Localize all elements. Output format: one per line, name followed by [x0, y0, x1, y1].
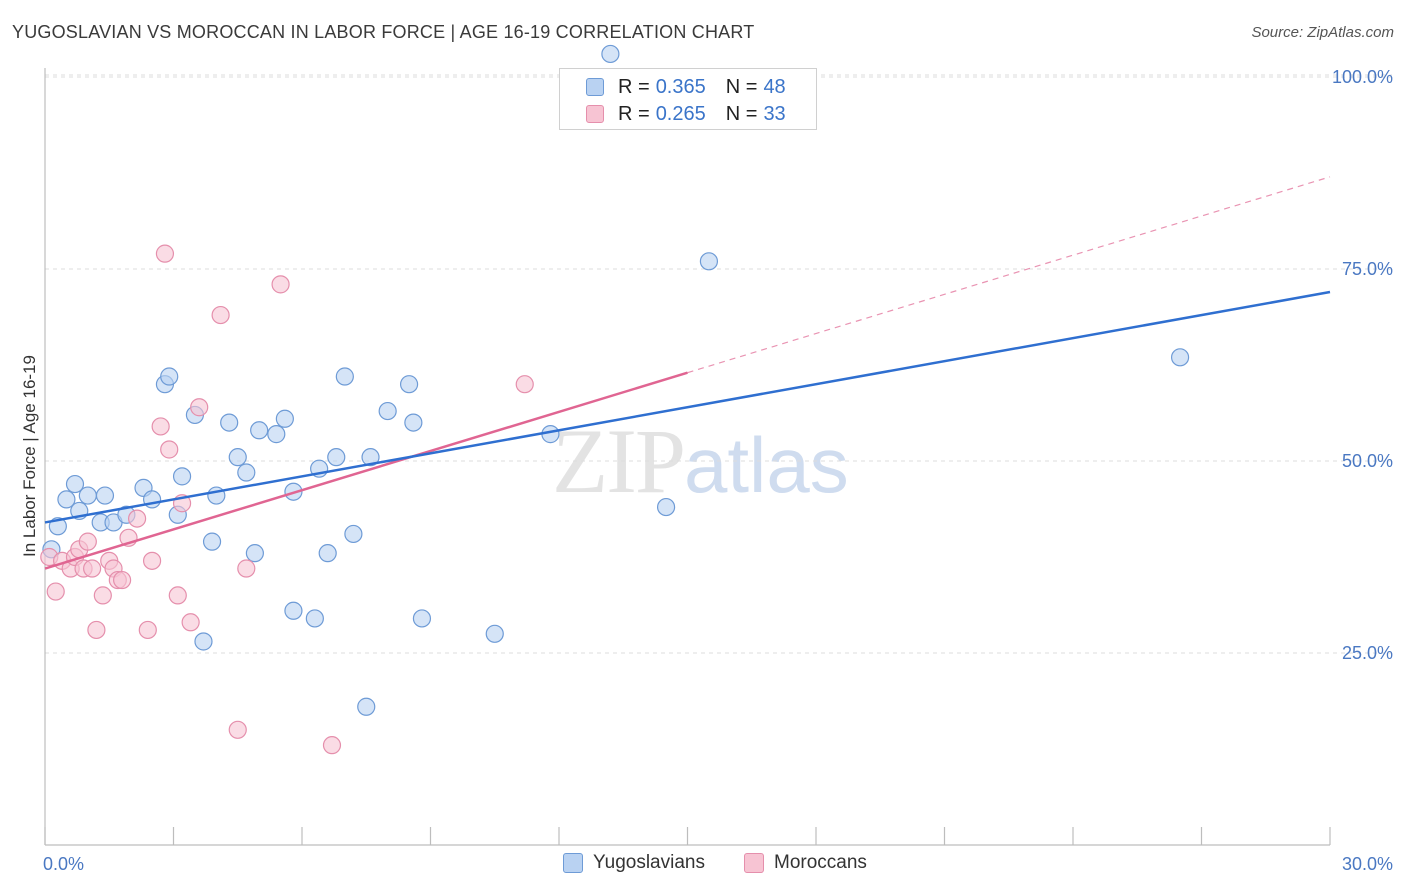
- moroccan-point: [151, 417, 170, 436]
- yugoslavian-point: [275, 409, 294, 428]
- yugoslavian-point: [335, 367, 354, 386]
- yugoslavian-point: [601, 44, 620, 64]
- yugoslavian-point: [656, 497, 676, 517]
- moroccan-point: [181, 613, 200, 632]
- series-label-yugoslavians: Yugoslavians: [593, 852, 705, 873]
- legend-n-label: N =: [725, 75, 758, 98]
- y-tick-label: 75.0%: [1342, 259, 1393, 279]
- yugoslavian-point: [327, 448, 346, 467]
- yugoslavian-point: [267, 425, 286, 444]
- legend-n-value: 33: [763, 102, 786, 125]
- legend-r-value: 0.365: [655, 75, 706, 98]
- series-swatch-blue: [563, 853, 583, 873]
- moroccan-point: [237, 559, 256, 578]
- source-credit: Source: ZipAtlas.com: [1251, 24, 1394, 41]
- moroccan-point: [138, 620, 157, 640]
- yugoslavian-point: [237, 463, 256, 482]
- yugoslavian-point: [228, 448, 247, 467]
- moroccan-point: [155, 244, 175, 263]
- moroccan-trend-line: [44, 371, 688, 570]
- moroccan-point: [515, 375, 534, 394]
- yugoslavian-point: [318, 544, 337, 563]
- series-swatch-pink: [744, 853, 764, 873]
- legend-r-label: R =: [618, 102, 650, 125]
- series-legend-moroccans: Moroccans: [744, 852, 867, 874]
- yugoslavian-point: [1170, 348, 1190, 367]
- legend-n-label: N =: [725, 102, 758, 125]
- yugoslavian-point: [194, 632, 213, 651]
- moroccan-point: [127, 509, 147, 528]
- yugoslavian-point: [220, 413, 239, 432]
- chart-title: YUGOSLAVIAN VS MOROCCAN IN LABOR FORCE |…: [12, 22, 755, 42]
- moroccan-point: [211, 305, 230, 325]
- legend-n-value: 48: [763, 75, 786, 98]
- yugoslavian-point: [357, 697, 376, 716]
- yugoslavian-point: [245, 544, 264, 563]
- series-legend: Yugoslavians Moroccans: [0, 852, 1406, 878]
- yugoslavian-point: [378, 401, 397, 421]
- yugoslavian-point: [361, 448, 380, 467]
- legend-swatch-blue: [586, 78, 604, 96]
- moroccan-point: [87, 620, 106, 640]
- y-tick-label: 25.0%: [1342, 643, 1393, 663]
- watermark-atlas: atlas: [684, 421, 849, 509]
- moroccan-point: [83, 559, 102, 578]
- legend-r-value: 0.265: [655, 102, 706, 125]
- moroccan-point: [112, 570, 132, 590]
- yugoslavian-point: [404, 413, 423, 432]
- moroccan-point: [190, 398, 209, 417]
- moroccan-point: [228, 720, 247, 739]
- moroccan-point: [78, 532, 97, 551]
- yugoslavian-point: [202, 532, 222, 551]
- legend-r-label: R =: [618, 75, 650, 98]
- moroccan-point: [93, 586, 112, 605]
- yugoslavian-point: [699, 252, 719, 271]
- moroccan-trend-extension: [687, 176, 1331, 374]
- x-tick-label-max: 30.0%: [1342, 854, 1393, 874]
- yugoslavian-point: [57, 490, 76, 509]
- yugoslavian-point: [160, 367, 179, 386]
- moroccan-point: [168, 586, 187, 605]
- yugoslavian-point: [65, 474, 85, 494]
- yugoslavian-point: [250, 421, 269, 440]
- correlation-legend: R = 0.365 N = 48 R = 0.265 N = 33: [559, 68, 817, 130]
- moroccan-point: [322, 736, 342, 755]
- yugoslavian-point: [344, 524, 363, 544]
- legend-swatch-pink: [586, 105, 604, 123]
- moroccan-point: [160, 440, 179, 459]
- yugoslavian-point: [412, 609, 432, 628]
- yugoslavian-point: [284, 601, 303, 620]
- legend-row-moroccans: R = 0.265 N = 33: [586, 102, 786, 126]
- series-legend-yugoslavians: Yugoslavians: [563, 852, 705, 874]
- moroccan-point: [46, 582, 65, 601]
- series-label-moroccans: Moroccans: [774, 852, 867, 873]
- yugoslavian-point: [95, 486, 115, 505]
- moroccan-point: [142, 551, 162, 570]
- moroccan-point: [271, 275, 290, 294]
- yugoslavian-trend-line: [44, 290, 1331, 524]
- x-tick-label-min: 0.0%: [43, 854, 84, 874]
- yugoslavian-point: [485, 624, 504, 643]
- yugoslavian-point: [399, 375, 419, 394]
- yugoslavian-point: [78, 486, 97, 505]
- legend-row-yugoslavians: R = 0.365 N = 48: [586, 75, 786, 99]
- yugoslavian-point: [172, 467, 192, 486]
- y-tick-label: 100.0%: [1332, 67, 1393, 87]
- y-tick-label: 50.0%: [1342, 451, 1393, 471]
- yugoslavian-point: [305, 609, 324, 628]
